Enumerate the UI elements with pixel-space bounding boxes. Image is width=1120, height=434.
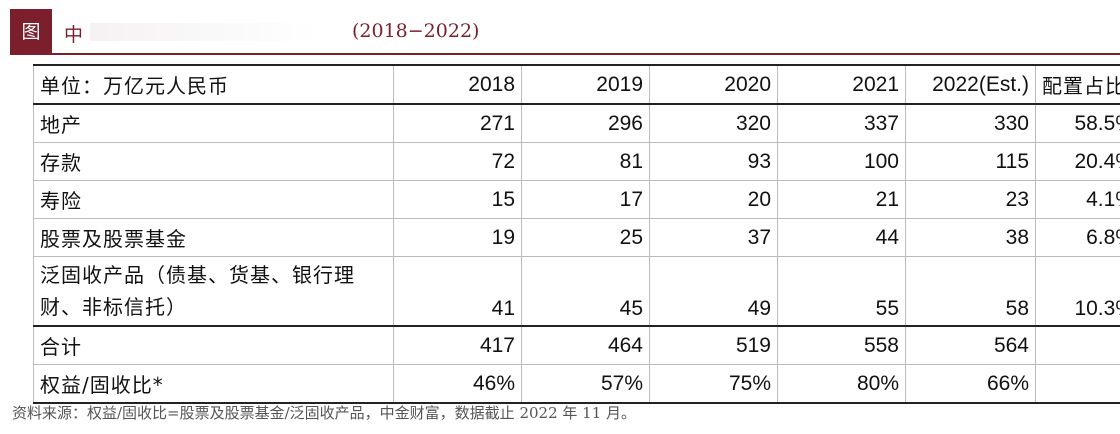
cell: 10.3% bbox=[1035, 256, 1120, 327]
cell bbox=[1035, 364, 1120, 404]
row-label: 地产 bbox=[33, 103, 394, 143]
cell: 330 bbox=[905, 103, 1036, 143]
row-label: 泛固收产品（债基、货基、银行理财、非标信托） bbox=[33, 256, 394, 327]
figure-header: 图 中 (2018−2022) bbox=[0, 0, 1120, 58]
cell: 81 bbox=[521, 142, 650, 181]
cell: 38 bbox=[905, 218, 1036, 257]
cell: 75% bbox=[649, 364, 778, 404]
cell: 417 bbox=[393, 325, 522, 365]
cell: 6.8% bbox=[1035, 218, 1120, 257]
table-row: 地产 271 296 320 337 330 58.5% bbox=[33, 103, 1120, 143]
cell: 558 bbox=[777, 325, 906, 365]
header-unit: 单位：万亿元人民币 bbox=[33, 64, 394, 105]
cell: 271 bbox=[393, 103, 522, 143]
row-label: 权益/固收比* bbox=[33, 364, 394, 404]
cell: 25 bbox=[521, 218, 650, 257]
header-share: 配置占比 bbox=[1035, 64, 1120, 105]
header-2021: 2021 bbox=[777, 64, 906, 105]
source-note: 资料来源：权益/固收比=股票及股票基金/泛固收产品，中金财富，数据截止 2022… bbox=[12, 404, 637, 422]
table-row-ratio: 权益/固收比* 46% 57% 75% 80% 66% bbox=[33, 364, 1120, 404]
cell: 72 bbox=[393, 142, 522, 181]
cell: 17 bbox=[521, 180, 650, 219]
allocation-table: 单位：万亿元人民币 2018 2019 2020 2021 2022(Est.)… bbox=[33, 64, 1120, 404]
cell: 320 bbox=[649, 103, 778, 143]
cell: 49 bbox=[649, 256, 778, 327]
cell: 58 bbox=[905, 256, 1036, 327]
cell: 115 bbox=[905, 142, 1036, 181]
cell: 100 bbox=[777, 142, 906, 181]
cell: 464 bbox=[521, 325, 650, 365]
cell: 80% bbox=[777, 364, 906, 404]
cell: 23 bbox=[905, 180, 1036, 219]
table-row: 寿险 15 17 20 21 23 4.1% bbox=[33, 180, 1120, 219]
table-header-row: 单位：万亿元人民币 2018 2019 2020 2021 2022(Est.)… bbox=[33, 64, 1120, 105]
cell: 564 bbox=[905, 325, 1036, 365]
row-label: 存款 bbox=[33, 142, 394, 181]
figure-badge: 图 bbox=[10, 9, 52, 55]
cell: 519 bbox=[649, 325, 778, 365]
cell: 57% bbox=[521, 364, 650, 404]
figure-title: 中 bbox=[64, 20, 334, 47]
cell: 19 bbox=[393, 218, 522, 257]
cell: 41 bbox=[393, 256, 522, 327]
cell: 66% bbox=[905, 364, 1036, 404]
header-2018: 2018 bbox=[393, 64, 522, 105]
cell: 20 bbox=[649, 180, 778, 219]
cell: 4.1% bbox=[1035, 180, 1120, 219]
cell: 55 bbox=[777, 256, 906, 327]
header-rule bbox=[52, 53, 1120, 55]
row-label: 寿险 bbox=[33, 180, 394, 219]
table-row-total: 合计 417 464 519 558 564 bbox=[33, 325, 1120, 365]
table-row: 泛固收产品（债基、货基、银行理财、非标信托） 41 45 49 55 58 10… bbox=[33, 256, 1120, 327]
figure-years: (2018−2022) bbox=[352, 20, 480, 42]
header-2022: 2022(Est.) bbox=[905, 64, 1036, 105]
table-row: 存款 72 81 93 100 115 20.4% bbox=[33, 142, 1120, 181]
cell: 37 bbox=[649, 218, 778, 257]
cell: 46% bbox=[393, 364, 522, 404]
cell bbox=[1035, 325, 1120, 365]
cell: 58.5% bbox=[1035, 103, 1120, 143]
table-row: 股票及股票基金 19 25 37 44 38 6.8% bbox=[33, 218, 1120, 257]
cell: 15 bbox=[393, 180, 522, 219]
cell: 44 bbox=[777, 218, 906, 257]
cell: 20.4% bbox=[1035, 142, 1120, 181]
row-label: 合计 bbox=[33, 325, 394, 365]
header-2019: 2019 bbox=[521, 64, 650, 105]
header-2020: 2020 bbox=[649, 64, 778, 105]
cell: 337 bbox=[777, 103, 906, 143]
row-label: 股票及股票基金 bbox=[33, 218, 394, 257]
cell: 296 bbox=[521, 103, 650, 143]
cell: 21 bbox=[777, 180, 906, 219]
cell: 45 bbox=[521, 256, 650, 327]
cell: 93 bbox=[649, 142, 778, 181]
